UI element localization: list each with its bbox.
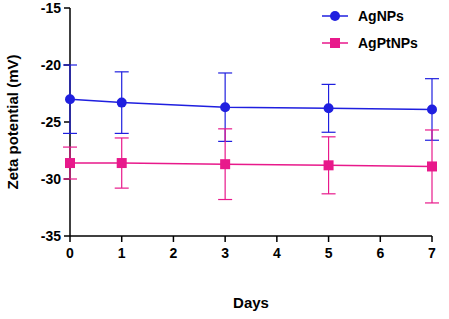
error-bar [322,84,336,132]
x-tick-label: 4 [273,245,281,261]
legend-label: AgPtNPs [358,35,418,51]
x-axis [70,235,432,237]
y-tick-label: -20 [41,57,61,73]
error-cap [425,202,439,203]
error-cap [425,78,439,79]
data-point [324,103,334,113]
x-tick [69,236,71,242]
error-bar [63,65,77,133]
error-cap [115,188,129,189]
error-cap [63,146,77,147]
x-tick-label: 0 [66,245,74,261]
error-bar [115,72,129,134]
plot-area [63,65,439,203]
x-tick [431,236,433,242]
legend-label: AgNPs [358,8,404,24]
error-cap [115,137,129,138]
y-axis-label: Zeta potential (mV) [4,54,21,189]
y-tick-label: -25 [41,114,61,130]
error-cap [218,128,232,129]
x-tick-label: 6 [376,245,384,261]
data-point [65,94,75,104]
error-cap [63,178,77,179]
x-tick [380,236,382,242]
x-tick-label: 5 [325,245,333,261]
error-bar [425,130,439,203]
error-bar [63,147,77,179]
y-tick [64,121,70,123]
error-cap [115,71,129,72]
error-cap [322,132,336,133]
error-cap [322,84,336,85]
x-axis-label: Days [233,294,269,311]
error-cap [115,133,129,134]
x-tick-label: 3 [221,245,229,261]
error-cap [63,64,77,65]
x-tick-label: 7 [428,245,436,261]
y-tick [64,7,70,9]
error-cap [63,133,77,134]
x-tick [328,236,330,242]
y-tick [64,235,70,237]
data-point [427,161,437,171]
legend-marker [330,11,340,21]
y-axis [69,8,71,236]
x-tick [121,236,123,242]
data-point [324,160,334,170]
x-tick [276,236,278,242]
data-point [220,102,230,112]
x-tick [173,236,175,242]
error-bar [115,138,129,188]
data-point [427,104,437,114]
data-point [117,98,127,108]
error-cap [322,193,336,194]
chart: -35 -30 -25 -20 -15 0 1 2 3 4 5 6 7 Days Zeta potentia… [0,0,449,319]
error-bar [218,129,232,200]
error-cap [322,136,336,137]
x-tick-label: 2 [170,245,178,261]
data-point [220,159,230,169]
y-tick-label: -30 [41,171,61,187]
x-tick-label: 1 [118,245,126,261]
legend-marker [330,38,340,48]
y-tick-label: -15 [41,0,61,16]
data-point [117,158,127,168]
data-point [65,158,75,168]
error-cap [218,199,232,200]
error-bar [322,137,336,194]
legend: AgNPs AgPtNPs [322,8,418,51]
error-cap [218,72,232,73]
x-tick [224,236,226,242]
y-tick-label: -35 [41,228,61,244]
error-cap [425,129,439,130]
